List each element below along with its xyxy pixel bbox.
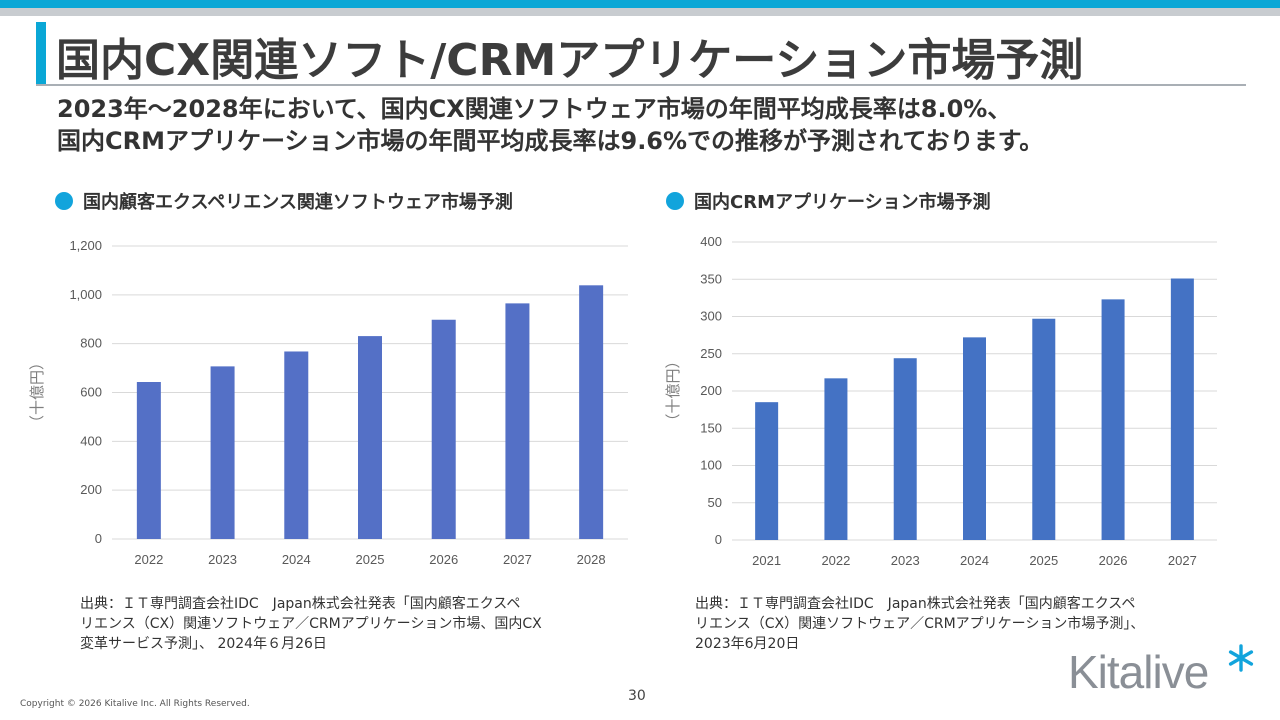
bar [136, 382, 161, 539]
summary-line-2: 国内CRMアプリケーション市場の年間平均成長率は9.6%での推移が予測されており… [57, 127, 1044, 155]
x-tick-label: 2025 [356, 552, 385, 567]
y-tick-label: 400 [80, 433, 102, 448]
x-tick-label: 2026 [429, 552, 458, 567]
bar [579, 285, 604, 539]
right-bar-chart: 0 50 100 150 200 250 300 350 400 2021 2022 2023 2024… [664, 234, 1217, 568]
y-axis-label: （十億円） [28, 355, 46, 430]
bar [893, 358, 917, 540]
right-chart-heading: 国内CRMアプリケーション市場予測 [666, 188, 991, 214]
x-tick-label: 2025 [1029, 553, 1058, 568]
x-tick-label: 2027 [503, 552, 532, 567]
top-accent-bar [0, 0, 1280, 8]
top-gray-bar [0, 8, 1280, 16]
bar [1032, 318, 1056, 540]
right-source-line-1: 出典：ＩＴ専門調査会社IDC Japan株式会社発表「国内顧客エクスペ [695, 596, 1136, 612]
y-tick-label: 400 [700, 234, 722, 249]
x-tick-label: 2022 [821, 553, 850, 568]
page-number: 30 [628, 688, 646, 704]
left-source-line-2: リエンス（CX）関連ソフトウェア／CRMアプリケーション市場、国内CX [80, 616, 542, 632]
right-chart-heading-text: 国内CRMアプリケーション市場予測 [694, 192, 991, 213]
x-tick-label: 2028 [577, 552, 606, 567]
bar [431, 319, 456, 539]
page-title: 国内CX関連ソフト/CRMアプリケーション市場予測 [56, 35, 1084, 86]
bar [824, 378, 848, 540]
left-chart-heading-text: 国内顧客エクスペリエンス関連ソフトウェア市場予測 [83, 192, 513, 213]
title-accent-marker [36, 22, 46, 84]
y-tick-label: 1,200 [69, 238, 102, 253]
bullet-icon [55, 192, 73, 210]
y-tick-label: 200 [700, 383, 722, 398]
x-tick-label: 2023 [891, 553, 920, 568]
y-tick-label: 150 [700, 420, 722, 435]
x-tick-label: 2024 [282, 552, 311, 567]
right-chart-source: 出典：ＩＴ専門調査会社IDC Japan株式会社発表「国内顧客エクスペ リエンス… [695, 594, 1144, 654]
y-tick-label: 800 [80, 336, 102, 351]
y-tick-label: 0 [95, 531, 102, 546]
y-tick-label: 600 [80, 385, 102, 400]
x-tick-label: 2022 [134, 552, 163, 567]
y-axis-label: （十億円） [664, 353, 682, 428]
y-tick-label: 200 [80, 482, 102, 497]
left-chart-source: 出典：ＩＴ専門調査会社IDC Japan株式会社発表「国内顧客エクスペ リエンス… [80, 594, 542, 654]
bar [963, 337, 986, 540]
x-tick-label: 2027 [1168, 553, 1197, 568]
bar [1101, 299, 1125, 540]
bar [505, 303, 530, 539]
x-tick-label: 2026 [1099, 553, 1128, 568]
y-tick-label: 1,000 [69, 287, 102, 302]
bar [284, 351, 309, 539]
x-tick-label: 2023 [208, 552, 237, 567]
y-tick-label: 100 [700, 458, 722, 473]
x-tick-label: 2024 [960, 553, 989, 568]
bar [210, 366, 235, 539]
asterisk-logo-icon [1228, 644, 1254, 672]
left-bar-chart: 0 200 400 600 800 1,000 1,200 2022 2023 2024 2025 2… [28, 238, 628, 567]
bar [1170, 278, 1194, 540]
summary-line-1: 2023年～2028年において、国内CX関連ソフトウェア市場の年間平均成長率は8… [57, 95, 1012, 123]
bar [358, 336, 382, 539]
copyright-notice: Copyright © 2026 Kitalive Inc. All Right… [20, 699, 250, 709]
y-tick-label: 0 [715, 532, 722, 547]
bullet-icon [666, 192, 684, 210]
title-divider [36, 84, 1246, 86]
bar [755, 402, 779, 540]
left-chart-heading: 国内顧客エクスペリエンス関連ソフトウェア市場予測 [55, 188, 513, 214]
right-source-line-2: リエンス（CX）関連ソフトウェア／CRMアプリケーション市場予測」、 [695, 616, 1145, 632]
summary-text: 2023年～2028年において、国内CX関連ソフトウェア市場の年間平均成長率は8… [57, 93, 1257, 157]
right-source-line-3: 2023年6月20日 [695, 636, 800, 652]
x-tick-label: 2021 [752, 553, 781, 568]
y-tick-label: 250 [700, 346, 722, 361]
y-tick-label: 300 [700, 309, 722, 324]
y-tick-label: 350 [700, 271, 722, 286]
logo-wordmark: Kitalive [1068, 646, 1209, 698]
kitalive-logo: Kitalive [1068, 643, 1258, 703]
left-source-line-3: 変革サービス予測」、 2024年６月26日 [80, 636, 327, 652]
y-tick-label: 50 [708, 495, 722, 510]
left-source-line-1: 出典：ＩＴ専門調査会社IDC Japan株式会社発表「国内顧客エクスペ [80, 596, 521, 612]
